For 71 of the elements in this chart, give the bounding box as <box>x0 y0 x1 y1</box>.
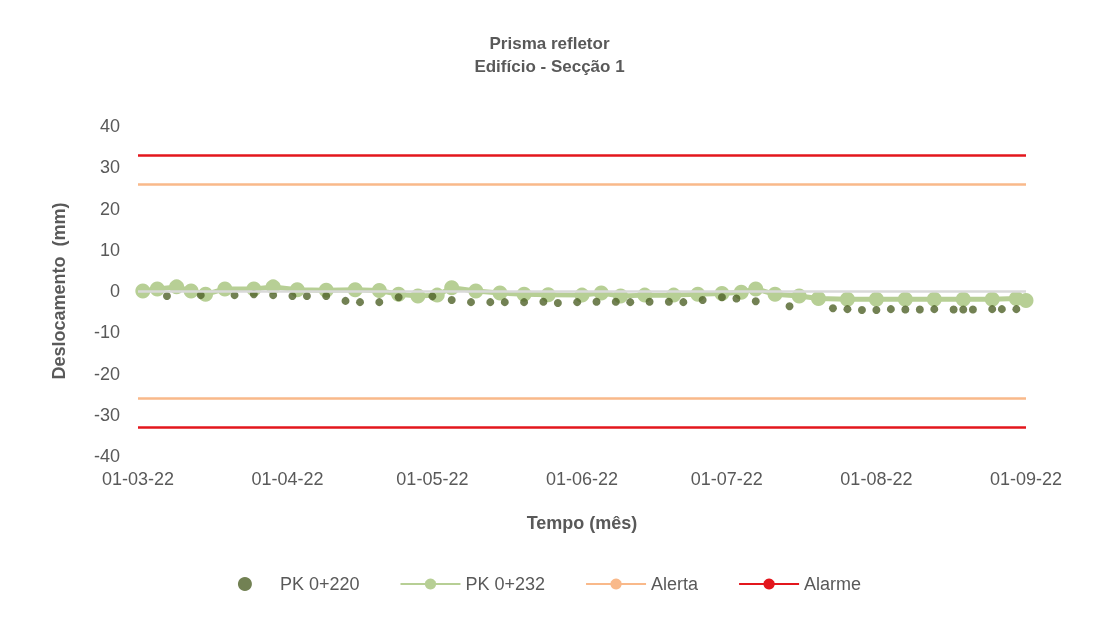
point <box>988 305 997 314</box>
x-tick-label: 01-08-22 <box>840 469 913 489</box>
point <box>897 291 913 307</box>
point <box>997 305 1006 314</box>
legend-label: Alarme <box>804 574 862 594</box>
point <box>664 297 673 306</box>
point <box>679 298 688 307</box>
x-tick-label: 01-07-22 <box>690 469 763 489</box>
point <box>375 298 384 307</box>
legend-label: PK 0+232 <box>465 574 546 594</box>
point <box>915 305 924 314</box>
point <box>447 296 456 305</box>
point <box>751 297 760 306</box>
point <box>984 291 1000 307</box>
point <box>968 305 977 314</box>
chart-subtitle: Edifício - Secção 1 <box>474 57 625 76</box>
point <box>886 305 895 314</box>
point <box>959 305 968 314</box>
point <box>645 297 654 306</box>
point <box>930 305 939 314</box>
y-axis-title: Deslocamento (mm) <box>49 202 69 380</box>
point <box>868 291 884 307</box>
y-tick-label: 30 <box>99 157 120 178</box>
point <box>302 291 311 300</box>
point <box>949 305 958 314</box>
point <box>356 298 364 307</box>
point <box>810 290 826 306</box>
point <box>486 298 495 307</box>
point <box>1018 292 1034 308</box>
point <box>611 297 620 306</box>
point <box>162 291 171 300</box>
point <box>1012 305 1021 314</box>
legend-label: Alerta <box>651 574 700 594</box>
point <box>322 291 331 300</box>
point <box>926 291 942 307</box>
point <box>828 304 837 313</box>
x-tick-label: 01-04-22 <box>251 469 324 489</box>
point <box>428 292 437 301</box>
point <box>872 305 881 314</box>
point <box>539 297 548 306</box>
point <box>592 297 601 306</box>
chart-title: Prisma refletor <box>489 34 610 53</box>
point <box>341 296 350 305</box>
legend-label: PK 0+220 <box>279 574 360 594</box>
point <box>573 298 582 307</box>
point <box>626 298 635 307</box>
x-tick-label: 01-05-22 <box>396 469 469 489</box>
point <box>857 305 866 314</box>
point <box>467 298 475 307</box>
point <box>839 291 855 307</box>
y-tick-label: 10 <box>99 239 120 260</box>
point <box>843 305 852 314</box>
x-tick-label: 01-09-22 <box>989 469 1063 489</box>
y-tick-label: -40 <box>93 446 120 466</box>
y-tick-label: -10 <box>93 322 120 343</box>
point <box>785 302 794 311</box>
point <box>500 298 509 307</box>
y-tick-label: 20 <box>99 198 120 219</box>
x-tick-label: 01-03-22 <box>101 469 175 489</box>
y-tick-label: -30 <box>93 404 120 425</box>
point <box>901 305 910 314</box>
point <box>520 298 529 307</box>
y-tick-label: -20 <box>93 363 120 384</box>
point <box>698 296 707 305</box>
x-axis-title: Tempo (mês) <box>526 513 638 533</box>
y-tick-label: 40 <box>99 116 120 136</box>
point <box>553 298 562 307</box>
y-tick-label: 0 <box>109 281 120 301</box>
point <box>955 291 971 307</box>
x-tick-label: 01-06-22 <box>545 469 619 489</box>
point <box>732 294 741 303</box>
